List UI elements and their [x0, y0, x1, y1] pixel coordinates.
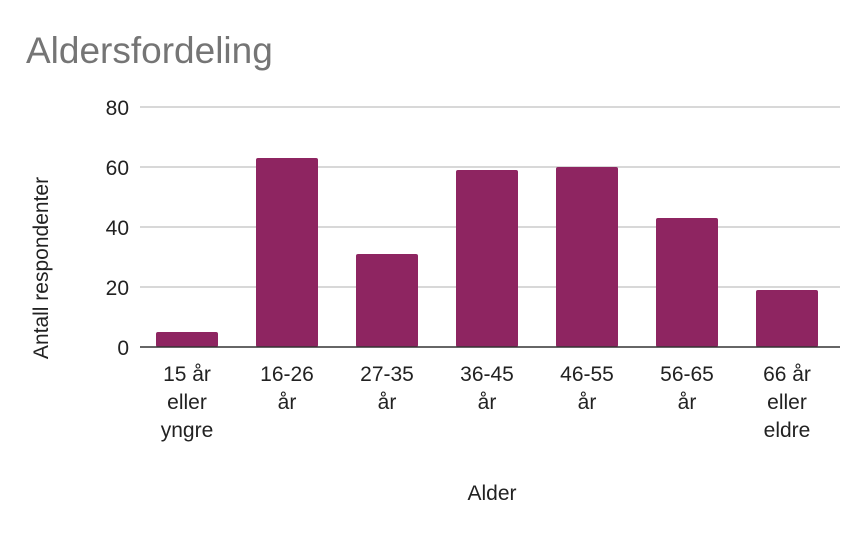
- x-axis-title: Alder: [467, 482, 516, 505]
- x-tick-labels: 15 år eller yngre 16-26 år 27-35 år 36-45 år 46-5…: [161, 363, 811, 442]
- bar: [556, 167, 618, 347]
- y-tick-label: 40: [106, 217, 129, 240]
- y-tick-labels: 0 20 40 60 80: [106, 97, 129, 360]
- bars: [156, 158, 818, 347]
- bar: [756, 290, 818, 347]
- y-tick-label: 60: [106, 157, 129, 180]
- y-tick-label: 0: [117, 337, 129, 360]
- y-axis-title: Antall respondenter: [30, 177, 53, 359]
- x-tick-label: 56-65 år: [660, 363, 714, 414]
- bar: [656, 218, 718, 347]
- x-tick-label: 16-26 år: [260, 363, 314, 414]
- x-tick-label: 15 år eller yngre: [161, 363, 214, 442]
- y-tick-label: 80: [106, 97, 129, 120]
- bar: [256, 158, 318, 347]
- x-tick-label: 46-55 år: [560, 363, 614, 414]
- y-tick-label: 20: [106, 277, 129, 300]
- bar: [356, 254, 418, 347]
- x-tick-label: 66 år eller eldre: [763, 363, 811, 442]
- chart-title: Aldersfordeling: [26, 30, 273, 71]
- x-tick-label: 36-45 år: [460, 363, 514, 414]
- bar: [456, 170, 518, 347]
- bar: [156, 332, 218, 347]
- x-tick-label: 27-35 år: [360, 363, 414, 414]
